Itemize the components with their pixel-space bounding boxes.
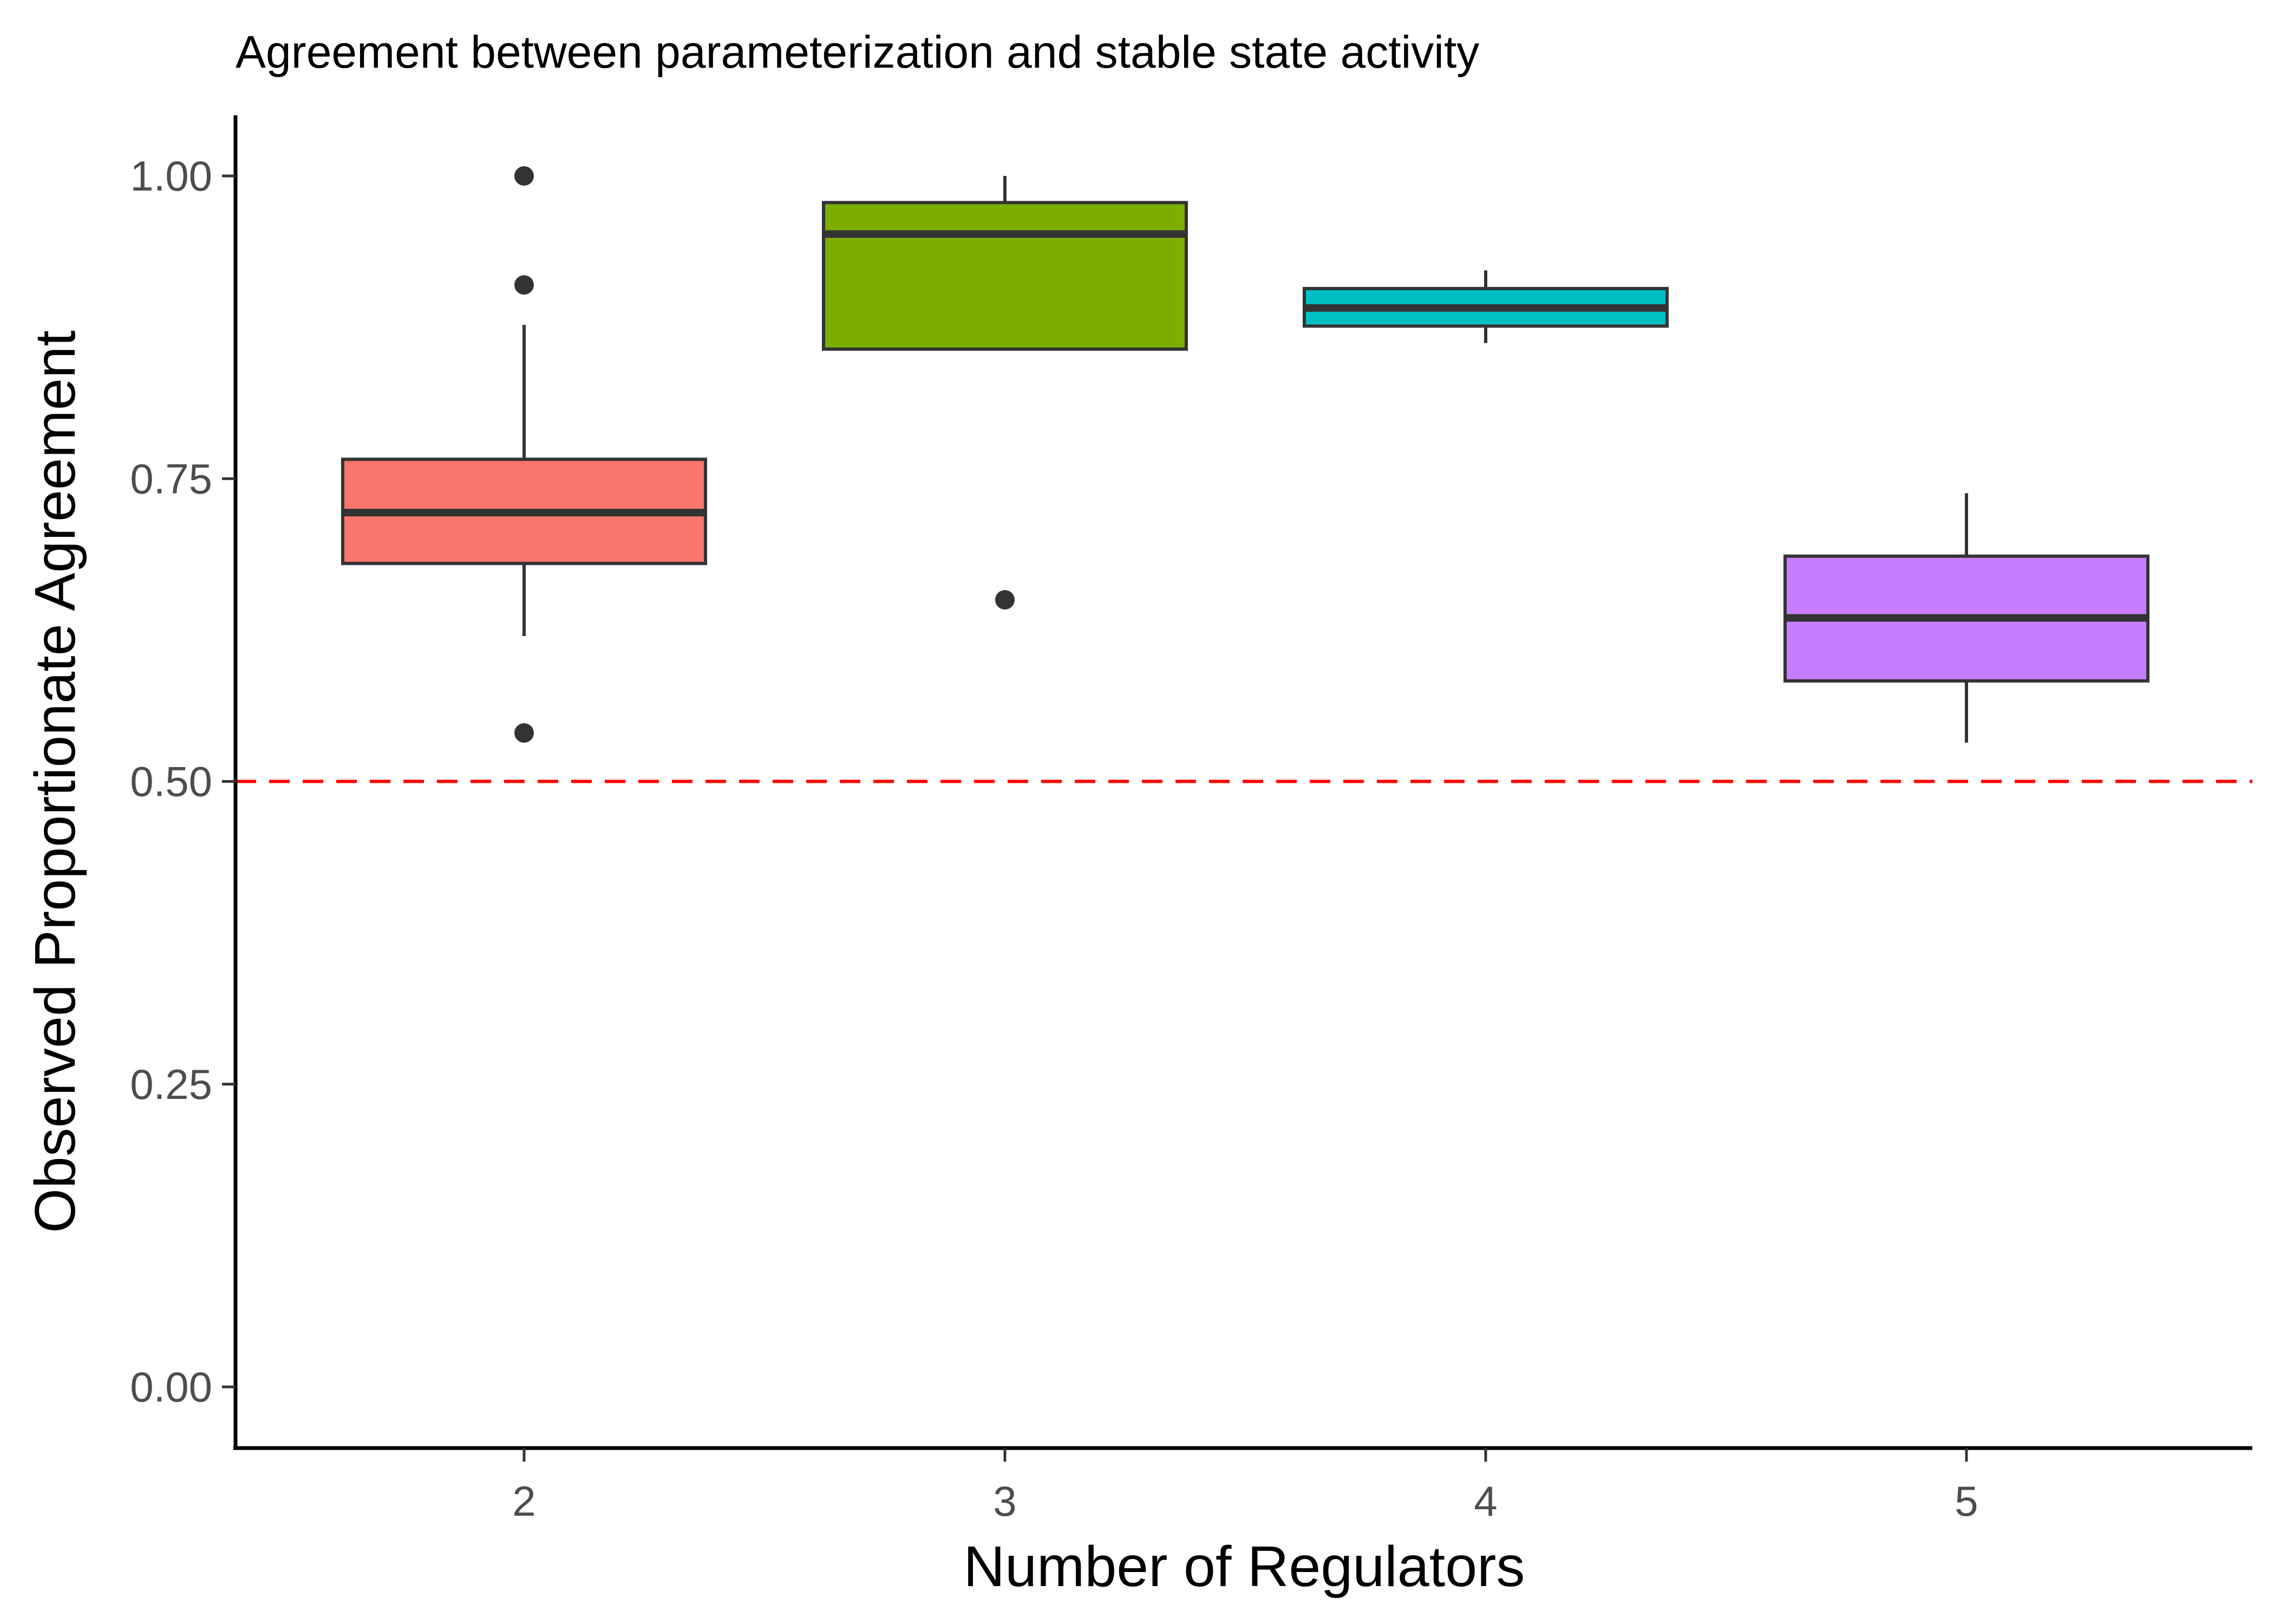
chart-title: Agreement between parameterization and s… <box>236 27 1479 77</box>
y-tick-label: 0.50 <box>130 758 212 806</box>
box-category-3 <box>822 201 1188 351</box>
y-tick-label: 0.00 <box>130 1363 212 1411</box>
y-tick-label: 0.75 <box>130 455 212 502</box>
y-tick-label: 1.00 <box>130 152 212 200</box>
x-tick-label: 2 <box>512 1477 535 1525</box>
y-tick-label: 0.25 <box>130 1060 212 1108</box>
y-axis-ticks: 0.00 0.25 0.50 0.75 1.00 <box>130 152 236 1411</box>
outlier-point <box>514 275 534 295</box>
x-axis-title: Number of Regulators <box>964 1535 1525 1599</box>
outlier-point <box>514 166 534 186</box>
x-axis-ticks: 2 3 4 5 <box>512 1448 1978 1525</box>
x-tick-label: 4 <box>1474 1477 1497 1525</box>
x-tick-label: 3 <box>993 1477 1016 1525</box>
plot-area <box>236 166 2252 783</box>
outlier-point <box>995 590 1015 610</box>
y-axis-title: Observed Proportionate Agreement <box>23 330 87 1233</box>
outlier-point <box>514 723 534 743</box>
x-tick-label: 5 <box>1955 1477 1978 1525</box>
